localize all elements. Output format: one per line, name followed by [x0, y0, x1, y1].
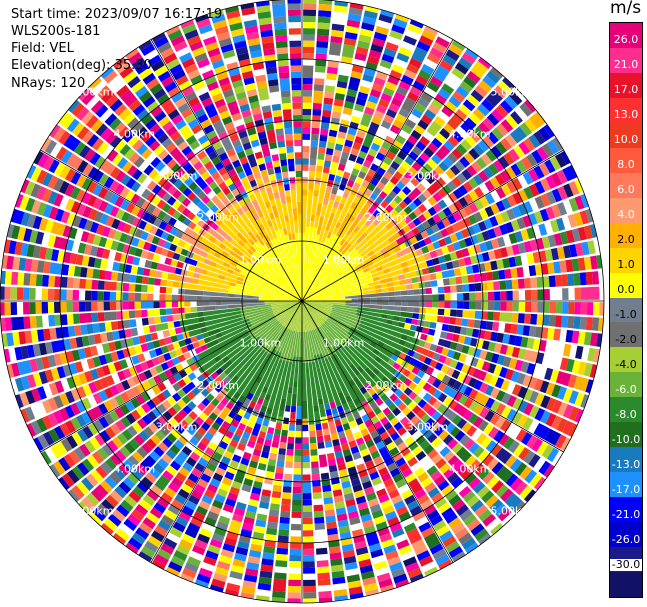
- colorbar-tick-label: 0.0: [617, 283, 635, 297]
- colorbar: 26.0 21.0 17.0 13.0 10.0 8.0 6.0 4.0 2.0 1.0 0.0 -1…: [609, 22, 643, 598]
- colorbar-tick-label: 2.0: [617, 233, 635, 247]
- colorbar-tick-label: -21.0: [611, 507, 641, 521]
- nrays: NRays: 120: [11, 76, 86, 91]
- colorbar-segment: [610, 172, 642, 199]
- colorbar-segment: [610, 72, 642, 99]
- colorbar-segment: [610, 122, 642, 149]
- velocity-gates: [240, 304, 362, 363]
- range-ring-label: 2.00km: [365, 211, 407, 224]
- range-ring-label: 5.00km: [491, 504, 533, 517]
- range-ring-label: 4.00km: [114, 127, 156, 140]
- colorbar-tick-label: 13.0: [613, 108, 639, 122]
- colorbar-segment: [610, 397, 642, 423]
- range-ring-label: 4.00km: [449, 127, 491, 140]
- range-ring-label: 5.00km: [491, 86, 533, 99]
- colorbar-tick-label: -26.0: [611, 532, 641, 546]
- colorbar-tick-label: -6.0: [615, 382, 637, 396]
- colorbar-segment: [610, 97, 642, 124]
- velocity-gates: [228, 226, 374, 301]
- colorbar-tick-label: -1.0: [615, 307, 637, 321]
- colorbar-tick-label: 6.0: [617, 183, 635, 197]
- colorbar-segment: [610, 347, 642, 373]
- range-ring-label: 4.00km: [449, 463, 491, 476]
- colorbar-tick-label: 21.0: [613, 58, 639, 72]
- colorbar-tick-label: -4.0: [615, 357, 637, 371]
- range-ring-label: 3.00km: [407, 170, 449, 183]
- range-ring-label: 1.00km: [240, 253, 282, 266]
- range-grid: [0, 0, 605, 604]
- velocity-core: [166, 165, 433, 425]
- colorbar-segment: [610, 147, 642, 174]
- start-time: Start time: 2023/09/07 16:17:19: [11, 7, 223, 22]
- colorbar-tick-label: -30.0: [610, 557, 642, 571]
- noise-gates: [18, 2, 598, 597]
- range-ring-label: 2.00km: [197, 379, 239, 392]
- radar-ppi-plot: 1.00km 1.00km 1.00km 1.00km 2.00km 2.00km 2.00…: [0, 0, 605, 604]
- colorbar-tick-label: -13.0: [611, 457, 641, 471]
- range-ring-label: 1.00km: [323, 253, 365, 266]
- range-ring-label: 1.00km: [240, 337, 282, 350]
- colorbar-segment: [610, 247, 642, 274]
- range-ring-label: 1.00km: [323, 337, 365, 350]
- azimuth-spoke: [301, 300, 454, 563]
- range-ring-label: 4.00km: [114, 463, 156, 476]
- instrument-name: WLS200s-181: [11, 24, 101, 39]
- velocity-gates: [186, 311, 413, 419]
- colorbar-segment: [610, 222, 642, 249]
- azimuth-spoke: [301, 300, 564, 453]
- velocity-gates: [178, 288, 426, 313]
- azimuth-spoke: [40, 300, 303, 453]
- colorbar-tick-label: 4.0: [617, 208, 635, 222]
- colorbar-segment: [610, 23, 642, 49]
- velocity-gates: [264, 301, 346, 332]
- azimuth-spoke: [301, 39, 454, 302]
- colorbar-tick-label: -2.0: [615, 332, 637, 346]
- velocity-gates: [166, 171, 428, 295]
- azimuth-spoke: [40, 149, 303, 302]
- colorbar-segment: [610, 372, 642, 398]
- colorbar-segment: [610, 47, 642, 74]
- colorbar-tick-label: -8.0: [615, 407, 637, 421]
- colorbar-tick-label: 1.0: [617, 258, 635, 272]
- colorbar-segment: [610, 322, 642, 348]
- colorbar-tick-label: 26.0: [613, 33, 639, 47]
- azimuth-spoke: [150, 39, 303, 302]
- colorbar-segment: [610, 472, 642, 498]
- range-ring-label: 5.00km: [72, 504, 114, 517]
- range-labels: 1.00km 1.00km 1.00km 1.00km 2.00km 2.00km 2.00…: [72, 86, 532, 518]
- range-ring-label: 2.00km: [197, 211, 239, 224]
- noise-gates: [0, 13, 603, 583]
- colorbar-tick-label: -17.0: [611, 482, 641, 496]
- colorbar-segment: [610, 572, 642, 598]
- colorbar-segment: [610, 497, 642, 523]
- azimuth-spoke: [150, 300, 303, 563]
- colorbar-unit: m/s: [610, 0, 642, 18]
- elevation-angle: Elevation(deg): 35.30: [11, 58, 152, 73]
- range-ring-label: 3.00km: [407, 420, 449, 433]
- colorbar-segment: [610, 522, 642, 548]
- velocity-gates: [167, 165, 410, 293]
- colorbar-tick-label: -10.0: [611, 432, 641, 446]
- colorbar-segment: [610, 447, 642, 473]
- colorbar-segment: [610, 272, 642, 299]
- noise-gates: [23, 37, 600, 599]
- azimuth-spoke: [301, 149, 564, 302]
- range-ring-label: 3.00km: [156, 170, 198, 183]
- colorbar-tick-label: 17.0: [613, 83, 639, 97]
- range-ring-label: 5.00km: [72, 86, 114, 99]
- colorbar-segment: [610, 422, 642, 448]
- colorbar-tick-label: 10.0: [613, 133, 639, 147]
- range-ring-label: 2.00km: [365, 379, 407, 392]
- colorbar-tick-label: 8.0: [617, 158, 635, 172]
- field-name: Field: VEL: [11, 41, 74, 56]
- colorbar-segment: [610, 197, 642, 224]
- velocity-gates: [179, 307, 420, 425]
- range-ring-label: 3.00km: [156, 420, 198, 433]
- velocity-gates: [184, 289, 433, 313]
- colorbar-segment: [610, 297, 642, 323]
- plot-info: Start time: 2023/09/07 16:17:19 WLS200s-…: [11, 6, 222, 92]
- noise-gates: [6, 3, 590, 602]
